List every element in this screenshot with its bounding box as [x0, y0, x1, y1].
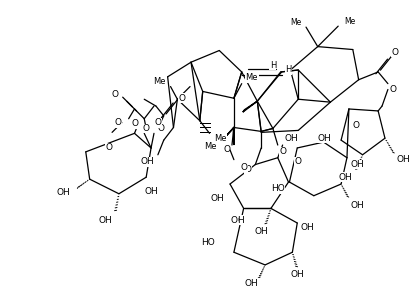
Text: OH: OH	[56, 188, 70, 197]
Text: OH: OH	[299, 223, 313, 232]
Text: O: O	[294, 157, 301, 166]
Text: O: O	[106, 144, 112, 152]
Text: Me: Me	[245, 73, 258, 82]
Text: O: O	[279, 147, 286, 156]
Text: OH: OH	[350, 201, 364, 210]
Text: OH: OH	[244, 279, 258, 288]
Text: Me: Me	[203, 142, 216, 151]
Text: OH: OH	[140, 157, 154, 166]
Text: OH: OH	[231, 216, 245, 224]
Text: OH: OH	[396, 155, 409, 164]
Text: OH: OH	[254, 227, 267, 236]
Text: O: O	[222, 145, 229, 154]
Text: H: H	[285, 66, 291, 74]
Text: OH: OH	[350, 160, 364, 169]
Text: OH: OH	[290, 270, 303, 279]
Text: O: O	[142, 124, 149, 133]
Text: Me: Me	[343, 17, 355, 26]
Text: H: H	[269, 61, 275, 70]
Text: O: O	[230, 216, 237, 224]
Text: OH: OH	[337, 173, 351, 182]
Text: O: O	[244, 165, 251, 174]
Text: O: O	[351, 121, 358, 130]
Text: OH: OH	[284, 134, 298, 143]
Text: HO: HO	[200, 238, 214, 247]
Text: O: O	[178, 94, 185, 103]
Text: O: O	[157, 124, 164, 133]
Text: O: O	[154, 118, 161, 127]
Polygon shape	[222, 127, 234, 140]
Text: O: O	[131, 119, 138, 128]
Text: OH: OH	[210, 194, 224, 203]
Text: OH: OH	[98, 216, 112, 224]
Text: O: O	[391, 48, 398, 57]
Text: OH: OH	[317, 134, 330, 143]
Text: Me: Me	[153, 77, 165, 86]
Text: O: O	[115, 118, 121, 127]
Text: Me: Me	[214, 134, 226, 143]
Polygon shape	[242, 101, 257, 112]
Text: O: O	[112, 90, 119, 99]
Text: Me: Me	[289, 18, 301, 27]
Polygon shape	[233, 127, 234, 145]
Text: HO: HO	[270, 184, 284, 193]
Text: O: O	[240, 163, 247, 172]
Text: O: O	[389, 85, 396, 94]
Text: OH: OH	[144, 187, 157, 196]
